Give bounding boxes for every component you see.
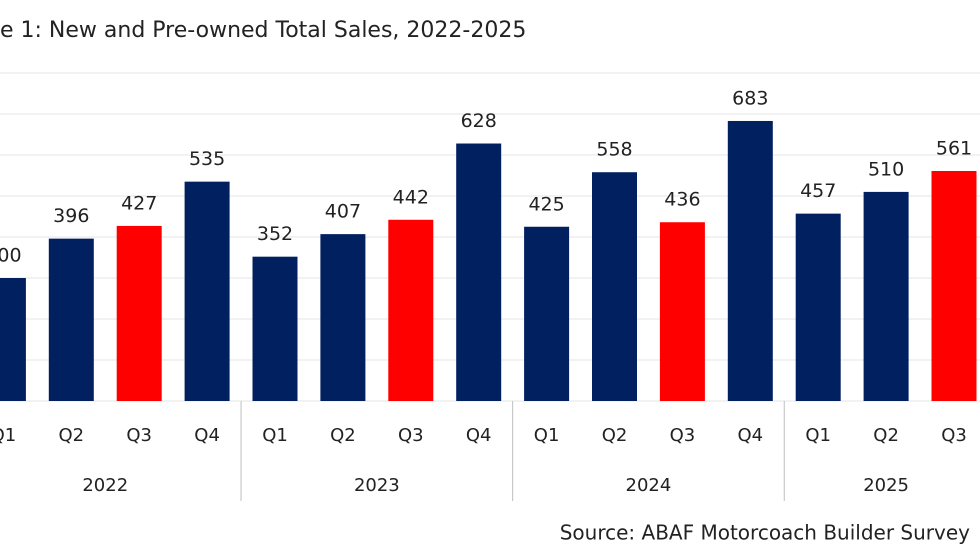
value-label: 436 — [664, 189, 700, 211]
bar — [388, 219, 434, 401]
bar — [456, 143, 502, 401]
x-tick-label: Q1 — [0, 425, 16, 446]
value-label: 457 — [800, 180, 836, 202]
x-tick-label: Q2 — [330, 425, 356, 446]
source-note: Source: ABAF Motorcoach Builder Survey — [560, 521, 970, 545]
x-tick-label: Q1 — [534, 425, 560, 446]
value-label: 352 — [257, 223, 293, 245]
value-label: 396 — [53, 205, 89, 227]
bar — [184, 181, 230, 401]
value-label: 510 — [868, 158, 904, 180]
group-label: 2022 — [82, 475, 128, 496]
bar — [524, 226, 570, 401]
bar — [252, 256, 298, 401]
value-label: 442 — [393, 186, 429, 208]
value-label: 561 — [936, 137, 972, 159]
x-tick-label: Q1 — [805, 425, 831, 446]
bar — [116, 225, 162, 401]
value-label: 407 — [325, 201, 361, 223]
x-tick-label: Q4 — [737, 425, 763, 446]
x-tick-label: Q3 — [670, 425, 696, 446]
bar — [320, 234, 366, 401]
bar — [727, 120, 773, 401]
value-label: 535 — [189, 148, 225, 170]
x-tick-label: Q2 — [58, 425, 84, 446]
group-label: 2023 — [354, 475, 400, 496]
bar — [659, 222, 705, 401]
bar — [795, 213, 841, 401]
chart-title: e 1: New and Pre-owned Total Sales, 2022… — [0, 18, 526, 43]
x-tick-label: Q4 — [194, 425, 220, 446]
value-label: 425 — [528, 193, 564, 215]
x-tick-label: Q1 — [262, 425, 288, 446]
value-label: 558 — [596, 139, 632, 161]
x-tick-label: Q3 — [398, 425, 424, 446]
x-tick-label: Q3 — [941, 425, 967, 446]
x-tick-label: Q4 — [466, 425, 492, 446]
value-label: 628 — [461, 110, 497, 132]
x-tick-label: Q3 — [126, 425, 152, 446]
value-label: 683 — [732, 87, 768, 109]
value-label: 300 — [0, 245, 22, 267]
bar — [48, 238, 94, 401]
bar — [0, 278, 26, 401]
bar — [592, 172, 637, 401]
x-tick-label: Q2 — [873, 425, 899, 446]
group-label: 2024 — [626, 475, 672, 496]
group-label: 2025 — [863, 475, 909, 496]
value-label: 427 — [121, 192, 157, 214]
x-tick-label: Q2 — [602, 425, 628, 446]
bar — [863, 191, 909, 401]
bar — [931, 170, 977, 401]
